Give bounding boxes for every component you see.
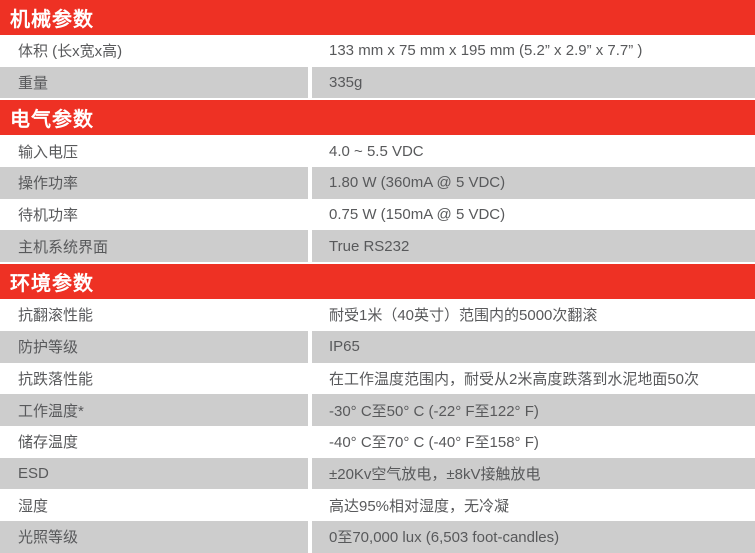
section-header: 环境参数 (0, 264, 755, 300)
spec-value: 4.0 ~ 5.5 VDC (329, 142, 424, 160)
spec-value-cell: 335g (312, 67, 755, 99)
spec-row: 体积 (长x宽x高) 133 mm x 75 mm x 195 mm (5.2”… (0, 35, 755, 67)
spec-label: 防护等级 (18, 339, 79, 357)
spec-section-0: 机械参数 体积 (长x宽x高) 133 mm x 75 mm x 195 mm … (0, 0, 755, 99)
spec-value-cell: 耐受1米（40英寸）范围内的5000次翻滚 (312, 299, 755, 331)
spec-label-cell: 湿度 (0, 489, 312, 521)
spec-value: -40° C至70° C (-40° F至158° F) (329, 434, 539, 452)
spec-label-cell: 抗翻滚性能 (0, 299, 312, 331)
spec-value-cell: 0.75 W (150mA @ 5 VDC) (312, 199, 755, 231)
spec-row: 抗翻滚性能 耐受1米（40英寸）范围内的5000次翻滚 (0, 299, 755, 331)
spec-label-cell: 防护等级 (0, 330, 312, 363)
spec-row: 工作温度* -30° C至50° C (-22° F至122° F) (0, 394, 755, 426)
spec-section-1: 电气参数 输入电压 4.0 ~ 5.5 VDC 操作功率 1.80 W (360… (0, 100, 755, 263)
spec-value: 耐受1米（40英寸）范围内的5000次翻滚 (329, 307, 598, 325)
spec-label-cell: 输入电压 (0, 135, 312, 168)
spec-value-cell: 1.80 W (360mA @ 5 VDC) (312, 167, 755, 199)
spec-row: 待机功率 0.75 W (150mA @ 5 VDC) (0, 198, 755, 231)
spec-value: 0.75 W (150mA @ 5 VDC) (329, 206, 506, 224)
spec-row: 抗跌落性能 在工作温度范围内，耐受从2米高度跌落到水泥地面50次 (0, 362, 755, 395)
spec-value: True RS232 (329, 237, 410, 255)
spec-label: 湿度 (18, 497, 49, 515)
spec-label: 重量 (18, 75, 49, 93)
spec-value-cell: ±20Kv空气放电，±8kV接触放电 (312, 458, 755, 490)
spec-label: ESD (18, 464, 49, 482)
spec-value: 133 mm x 75 mm x 195 mm (5.2” x 2.9” x 7… (329, 42, 643, 60)
spec-value: IP65 (329, 338, 360, 356)
spec-row: 输入电压 4.0 ~ 5.5 VDC (0, 135, 755, 168)
spec-value-cell: -40° C至70° C (-40° F至158° F) (312, 426, 755, 458)
spec-row: ESD ±20Kv空气放电，±8kV接触放电 (0, 457, 755, 490)
spec-row: 湿度 高达95%相对湿度，无冷凝 (0, 489, 755, 521)
spec-value-cell: 133 mm x 75 mm x 195 mm (5.2” x 2.9” x 7… (312, 35, 755, 67)
spec-value-cell: IP65 (312, 331, 755, 363)
spec-label: 主机系统界面 (18, 238, 109, 256)
spec-value: 335g (329, 74, 363, 92)
section-title: 机械参数 (10, 9, 94, 31)
spec-label-cell: 抗跌落性能 (0, 362, 312, 395)
spec-label-cell: 光照等级 (0, 520, 312, 553)
spec-label: 体积 (长x宽x高) (18, 43, 123, 61)
spec-label-cell: 储存温度 (0, 425, 312, 458)
spec-label: 抗翻滚性能 (18, 307, 94, 325)
spec-row: 储存温度 -40° C至70° C (-40° F至158° F) (0, 425, 755, 458)
spec-label-cell: 主机系统界面 (0, 230, 312, 263)
spec-section-2: 环境参数 抗翻滚性能 耐受1米（40英寸）范围内的5000次翻滚 防护等级 IP… (0, 264, 755, 553)
spec-label-cell: 工作温度* (0, 394, 312, 426)
section-title: 电气参数 (10, 109, 94, 132)
spec-row: 光照等级 0至70,000 lux (6,503 foot-candles) (0, 520, 755, 553)
spec-row: 操作功率 1.80 W (360mA @ 5 VDC) (0, 167, 755, 199)
spec-label: 操作功率 (18, 175, 79, 193)
spec-label: 待机功率 (18, 207, 79, 225)
spec-label: 抗跌落性能 (18, 370, 94, 388)
section-header: 机械参数 (0, 0, 755, 35)
spec-value-cell: 0至70,000 lux (6,503 foot-candles) (312, 521, 755, 553)
spec-label-cell: 待机功率 (0, 198, 312, 231)
spec-label-cell: 体积 (长x宽x高) (0, 35, 312, 67)
spec-label-cell: 操作功率 (0, 167, 312, 199)
spec-value-cell: 4.0 ~ 5.5 VDC (312, 135, 755, 167)
spec-row: 防护等级 IP65 (0, 330, 755, 363)
spec-label: 光照等级 (18, 529, 79, 547)
spec-value: 0至70,000 lux (6,503 foot-candles) (329, 529, 560, 547)
spec-label: 输入电压 (18, 143, 79, 161)
spec-row: 主机系统界面 True RS232 (0, 230, 755, 263)
spec-value-cell: 高达95%相对湿度，无冷凝 (312, 489, 755, 521)
spec-value: 1.80 W (360mA @ 5 VDC) (329, 174, 506, 192)
spec-value-cell: 在工作温度范围内，耐受从2米高度跌落到水泥地面50次 (312, 363, 755, 395)
spec-value: 高达95%相对湿度，无冷凝 (329, 497, 510, 515)
spec-label-cell: 重量 (0, 66, 312, 99)
spec-value: ±20Kv空气放电，±8kV接触放电 (329, 465, 541, 483)
spec-row: 重量 335g (0, 66, 755, 99)
spec-value-cell: -30° C至50° C (-22° F至122° F) (312, 394, 755, 426)
spec-label-cell: ESD (0, 457, 312, 490)
spec-value: 在工作温度范围内，耐受从2米高度跌落到水泥地面50次 (329, 370, 700, 388)
spec-label: 储存温度 (18, 434, 79, 452)
spec-value: -30° C至50° C (-22° F至122° F) (329, 402, 539, 420)
spec-label: 工作温度* (18, 402, 84, 420)
section-header: 电气参数 (0, 100, 755, 136)
section-title: 环境参数 (10, 273, 94, 296)
spec-value-cell: True RS232 (312, 230, 755, 262)
